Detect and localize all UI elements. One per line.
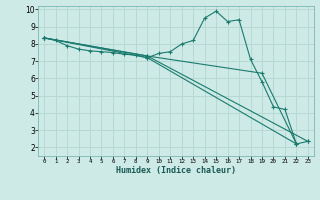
X-axis label: Humidex (Indice chaleur): Humidex (Indice chaleur) bbox=[116, 166, 236, 175]
